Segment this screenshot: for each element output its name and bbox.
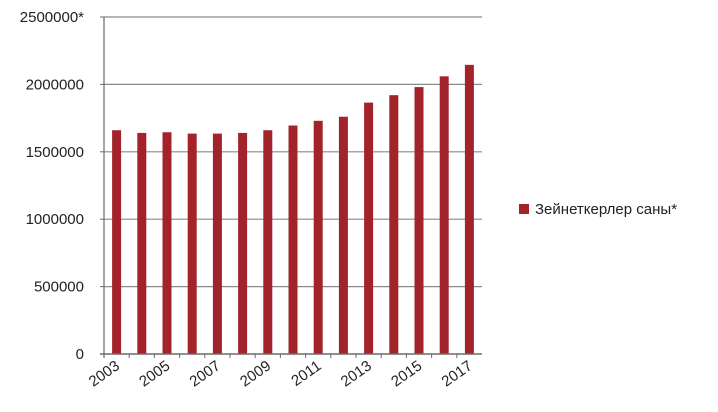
legend: Зейнеткерлер саны* <box>519 201 677 218</box>
x-tick-label: 2005 <box>136 357 173 390</box>
y-tick-label: 0 <box>76 346 84 363</box>
x-tick-label: 2013 <box>338 357 375 390</box>
bar-2009 <box>263 130 273 354</box>
bar-2010 <box>288 125 298 354</box>
bar-2003 <box>112 130 122 354</box>
x-tick-label: 2003 <box>86 357 123 390</box>
bar-2013 <box>364 102 374 355</box>
bar-2014 <box>389 95 399 355</box>
bar-series <box>112 64 474 355</box>
y-tick-label: 2500000* <box>20 9 84 26</box>
y-tick-label: 500000 <box>34 279 84 296</box>
x-tick-label: 2017 <box>439 357 476 390</box>
x-tick-label: 2011 <box>288 357 324 389</box>
y-tick-label: 2000000 <box>26 76 84 93</box>
x-tick-label: 2015 <box>388 357 425 390</box>
bar-2012 <box>338 116 348 354</box>
bar-2016 <box>439 76 449 354</box>
x-tick-label: 2007 <box>187 357 224 390</box>
bar-2015 <box>414 87 424 354</box>
bar-2006 <box>187 133 197 354</box>
y-tick-label: 1500000 <box>26 144 84 161</box>
bar-2017 <box>464 64 474 354</box>
bar-2005 <box>162 132 172 354</box>
x-tick-label: 2009 <box>237 357 274 390</box>
y-tick-label: 1000000 <box>26 211 84 228</box>
legend-swatch <box>519 204 529 214</box>
x-axis-tick-labels: 2003 2005 2007 2009 2011 2013 2015 2017 <box>86 357 476 390</box>
bar-2007 <box>212 133 222 354</box>
legend-label: Зейнеткерлер саны* <box>535 201 677 218</box>
y-axis-tick-labels: 0 500000 1000000 1500000 2000000 2500000* <box>20 9 84 363</box>
axes <box>100 16 482 358</box>
bar-2011 <box>313 120 323 355</box>
bar-2004 <box>137 132 147 354</box>
bar-2008 <box>238 132 248 354</box>
